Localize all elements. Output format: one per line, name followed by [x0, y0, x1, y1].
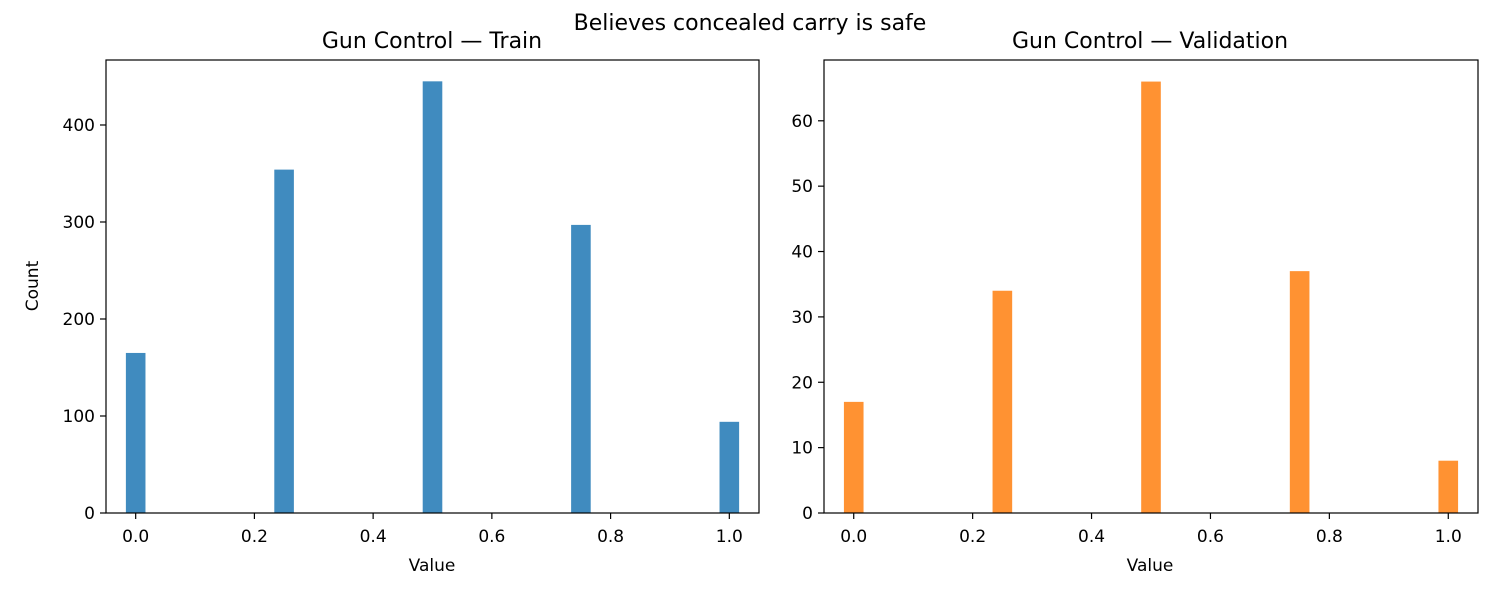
train-bar — [274, 169, 294, 513]
validation-bar — [843, 401, 864, 513]
train-x-tick-label: 0.4 — [360, 527, 387, 547]
validation-x-tick-label: 1.0 — [1435, 527, 1462, 547]
validation-y-tick-label: 20 — [791, 373, 813, 393]
train-y-axis-label: Count — [23, 260, 43, 311]
validation-y-tick-label: 40 — [791, 243, 813, 263]
validation-x-tick-label: 0.6 — [1197, 527, 1224, 547]
validation-y-tick-label: 30 — [791, 308, 813, 328]
train-x-axis-label: Value — [409, 556, 456, 576]
train-histogram-panel: Gun Control — Train Value Count 0.0 0.2 0.… — [23, 29, 760, 576]
validation-axes-frame — [823, 59, 1479, 514]
train-x-tick-label: 1.0 — [716, 527, 743, 547]
validation-bar — [992, 290, 1013, 513]
train-bar — [571, 224, 591, 514]
train-bar — [125, 352, 146, 513]
validation-bar — [1289, 271, 1310, 513]
validation-bar — [1141, 81, 1161, 514]
train-y-tick-label: 400 — [63, 116, 95, 136]
validation-x-tick-label: 0.2 — [959, 527, 986, 547]
validation-bar — [1438, 460, 1459, 513]
validation-y-tick-label: 60 — [791, 112, 813, 132]
validation-chart-title: Gun Control — Validation — [1012, 29, 1288, 54]
validation-histogram-panel: Gun Control — Validation Value 0.0 0.2 0.4… — [791, 29, 1479, 576]
train-y-tick-label: 100 — [63, 407, 95, 427]
figure-suptitle: Believes concealed carry is safe — [574, 11, 927, 36]
train-y-tick-label: 0 — [84, 504, 95, 524]
validation-x-axis-label: Value — [1127, 556, 1174, 576]
validation-y-tick-label: 50 — [791, 177, 813, 197]
train-x-tick-label: 0.6 — [478, 527, 505, 547]
train-axes-frame — [105, 59, 760, 514]
validation-x-tick-label: 0.0 — [840, 527, 867, 547]
train-chart-title: Gun Control — Train — [322, 29, 542, 54]
validation-y-tick-label: 10 — [791, 439, 813, 459]
train-y-tick-label: 300 — [63, 213, 95, 233]
train-x-tick-label: 0.8 — [597, 527, 624, 547]
validation-x-tick-label: 0.4 — [1078, 527, 1105, 547]
train-bar — [422, 81, 443, 514]
validation-x-tick-label: 0.8 — [1316, 527, 1343, 547]
validation-y-tick-label: 0 — [802, 504, 813, 524]
train-y-tick-label: 200 — [63, 310, 95, 330]
train-x-tick-label: 0.2 — [241, 527, 268, 547]
train-x-tick-label: 0.0 — [122, 527, 149, 547]
train-bar — [719, 421, 740, 513]
